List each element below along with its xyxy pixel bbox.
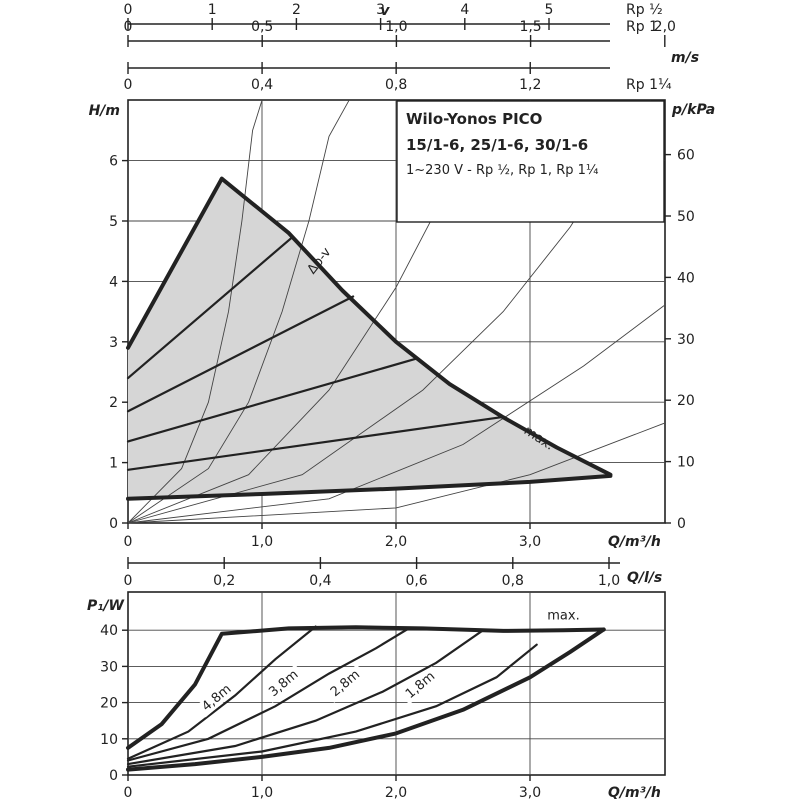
head-tick-label-y: 2 — [109, 395, 118, 411]
power-dp-v-line — [126, 643, 538, 768]
head-tick-label-x: 1,0 — [251, 534, 273, 550]
velocity-row-label: Rp 1 — [626, 19, 658, 35]
velocity-tick-label: 1 — [208, 2, 217, 18]
pressure-tick-label: 50 — [677, 209, 695, 225]
velocity-axis-title: v — [380, 3, 390, 19]
power-tick-label-x: 3,0 — [519, 785, 541, 800]
pressure-tick-label: 40 — [677, 270, 695, 286]
legend-title: Wilo-Yonos PICO — [406, 110, 542, 128]
dp-v-line — [126, 416, 502, 471]
power-tick-label-x: 2,0 — [385, 785, 407, 800]
power-tick-label-y: 30 — [100, 659, 118, 675]
power-label-backdrop — [399, 666, 442, 705]
dp-v-annotation: Δp-v — [305, 245, 335, 277]
system-curve — [127, 99, 350, 524]
pressure-tick-label: 30 — [677, 332, 695, 348]
head-tick-label-y: 0 — [109, 516, 118, 532]
power-dp-v-line — [126, 626, 411, 762]
head-tick-label-x: 3,0 — [519, 534, 541, 550]
operating-range-fill — [128, 178, 611, 499]
power-tick-label-y: 20 — [100, 696, 118, 712]
flow-ls-tick-label: 0,6 — [405, 573, 427, 589]
velocity-tick-label: 3 — [376, 2, 385, 18]
velocity-tick-label: 5 — [545, 2, 554, 18]
pressure-tick-label: 20 — [677, 393, 695, 409]
legend-models: 15/1-6, 25/1-6, 30/1-6 — [406, 136, 588, 154]
power-label-backdrop — [262, 664, 305, 703]
flow-ls-tick-label: 0,2 — [213, 573, 235, 589]
velocity-tick-label: 2,0 — [654, 19, 676, 35]
velocity-tick-label: 0 — [124, 19, 133, 35]
pressure-tick-label: 60 — [677, 148, 695, 164]
dp-v-line — [126, 236, 293, 380]
power-tick-label-x: 0 — [124, 785, 133, 800]
pressure-axis-title: p/kPa — [671, 102, 715, 118]
velocity-tick-label: 1,2 — [519, 77, 541, 93]
velocity-tick-label: 1,5 — [519, 19, 541, 35]
velocity-tick-label: 0 — [124, 77, 133, 93]
velocity-row-label: Rp ½ — [626, 2, 663, 18]
power-label-backdrop — [195, 678, 238, 718]
head-tick-label-y: 6 — [109, 154, 118, 170]
max-curve — [219, 176, 613, 477]
system-curve — [127, 305, 665, 524]
power-flow-axis-title: Q/m³/h — [608, 785, 661, 800]
head-axis-title: H/m — [89, 103, 120, 119]
head-tick-label-y: 5 — [109, 214, 118, 230]
power-min-curve — [126, 627, 606, 772]
flow-ls-tick-label: 0,4 — [309, 573, 331, 589]
legend-box — [396, 100, 665, 223]
head-tick-label-x: 0 — [124, 534, 133, 550]
power-tick-label-x: 1,0 — [251, 785, 273, 800]
pressure-tick-label: 10 — [677, 455, 695, 471]
upper-left-boundary — [126, 176, 224, 350]
power-dp-v-line — [126, 629, 485, 766]
velocity-tick-label: 2 — [292, 2, 301, 18]
head-tick-label-y: 4 — [109, 274, 118, 290]
velocity-unit-label: m/s — [671, 50, 699, 66]
velocity-row-label: Rp 1¼ — [626, 77, 672, 93]
flow-ls-axis-title: Q/l/s — [627, 570, 662, 586]
velocity-tick-label: 0 — [124, 2, 133, 18]
min-curve — [126, 473, 613, 501]
pressure-tick-label: 0 — [677, 516, 686, 532]
flow-ls-tick-label: 0,8 — [502, 573, 524, 589]
velocity-tick-label: 0,4 — [251, 77, 273, 93]
power-tick-label-y: 0 — [109, 768, 118, 784]
power-max-curve — [126, 625, 606, 750]
power-dp-v-line — [126, 625, 317, 760]
velocity-tick-label: 4 — [460, 2, 469, 18]
head-tick-label-x: 2,0 — [385, 534, 407, 550]
system-curve — [127, 422, 665, 524]
flow-ls-tick-label: 1,0 — [598, 573, 620, 589]
velocity-tick-label: 1,0 — [385, 19, 407, 35]
head-tick-label-y: 3 — [109, 335, 118, 351]
velocity-tick-label: 0,8 — [385, 77, 407, 93]
power-label-backdrop — [324, 664, 367, 703]
velocity-tick-label: 0,5 — [251, 19, 273, 35]
legend-spec: 1~230 V - Rp ½, Rp 1, Rp 1¼ — [406, 163, 599, 178]
head-flow-axis-title: Q/m³/h — [608, 534, 661, 550]
power-tick-label-y: 40 — [100, 623, 118, 639]
flow-ls-tick-label: 0 — [124, 573, 133, 589]
system-curve — [127, 100, 263, 524]
power-tick-label-y: 10 — [100, 732, 118, 748]
head-tick-label-y: 1 — [109, 456, 118, 472]
dp-v-line — [126, 357, 418, 443]
dp-v-line — [126, 295, 355, 413]
power-max-annotation: max. — [547, 608, 579, 623]
power-axis-title: P₁/W — [87, 598, 125, 614]
